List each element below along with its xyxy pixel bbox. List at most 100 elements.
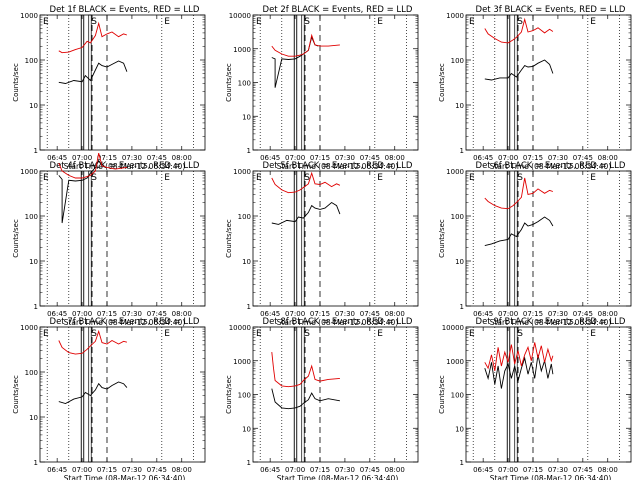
x-tick-label: 07:45	[573, 310, 593, 318]
marker-label: E	[164, 173, 170, 183]
lld-series-line	[484, 177, 554, 210]
x-tick-label: 07:45	[147, 154, 167, 162]
x-tick-label: 07:30	[122, 310, 142, 318]
x-tick-label: 08:00	[385, 154, 405, 162]
y-tick-label: 1	[247, 459, 251, 467]
marker-label: E	[377, 329, 383, 339]
y-tick-label: 100	[451, 57, 464, 65]
y-axis-label: Counts/sec	[225, 63, 233, 102]
lld-series-line	[484, 342, 554, 371]
plot-frame	[252, 14, 419, 151]
y-tick-label: 1	[247, 147, 251, 155]
x-tick-label: 07:15	[523, 466, 543, 474]
x-tick-label: 07:45	[147, 310, 167, 318]
marker-label: E	[256, 17, 262, 27]
y-axis-label: Counts/sec	[225, 219, 233, 258]
x-tick-label: 07:30	[548, 466, 568, 474]
marker-label: E	[590, 329, 596, 339]
lld-series-line	[484, 17, 554, 44]
marker-label: E	[256, 173, 262, 183]
events-series-line	[271, 35, 319, 88]
marker-label: S	[517, 17, 523, 27]
x-tick-label: 07:30	[122, 466, 142, 474]
x-tick-label: 08:00	[598, 154, 618, 162]
x-tick-label: 07:15	[310, 154, 330, 162]
panel-title: Det 3f BLACK = Events, RED = LLD	[476, 5, 626, 15]
lld-series-line	[271, 33, 340, 57]
x-tick-label: 07:45	[360, 154, 380, 162]
y-tick-label: 10	[455, 102, 464, 110]
x-tick-label: 07:00	[285, 310, 305, 318]
panel-title: Det 9f BLACK = Events, RED = LLD	[476, 317, 626, 327]
x-tick-label: 07:45	[360, 466, 380, 474]
y-tick-label: 1000	[233, 46, 251, 54]
y-axis-label: Counts/sec	[12, 219, 20, 258]
marker-label: E	[377, 17, 383, 27]
y-tick-label: 100	[25, 213, 38, 221]
marker-label: S	[304, 17, 310, 27]
y-tick-label: 10	[242, 113, 251, 121]
y-tick-label: 10000	[229, 324, 251, 332]
x-tick-label: 08:00	[385, 466, 405, 474]
events-series-line	[484, 216, 554, 247]
x-tick-label: 07:00	[72, 154, 92, 162]
x-axis-label: Start Time (08-Mar-12 06:34:40)	[64, 162, 186, 171]
x-tick-label: 07:30	[335, 310, 355, 318]
lld-series-line	[58, 152, 127, 179]
x-tick-label: 06:45	[473, 154, 493, 162]
flare-interval-box	[514, 170, 518, 307]
x-tick-label: 07:00	[285, 466, 305, 474]
x-tick-label: 08:00	[172, 310, 192, 318]
x-tick-label: 07:30	[548, 310, 568, 318]
x-tick-label: 06:45	[260, 154, 280, 162]
x-tick-label: 06:45	[473, 466, 493, 474]
x-tick-label: 08:00	[172, 154, 192, 162]
x-tick-label: 07:30	[335, 154, 355, 162]
x-axis-label: Start Time (08-Mar-12 06:34:40)	[490, 318, 612, 327]
lld-series-line	[58, 21, 128, 54]
panel-det-6f: Det 6f BLACK = Events, RED = LLD 1 10 100 10…	[438, 161, 632, 327]
flare-interval-box	[514, 326, 518, 463]
marker-label: E	[590, 173, 596, 183]
marker-label: S	[91, 329, 97, 339]
y-tick-label: 1	[247, 303, 251, 311]
marker-label: E	[43, 17, 49, 27]
marker-label: S	[517, 173, 523, 183]
events-series-line	[484, 354, 554, 389]
marker-label: E	[43, 329, 49, 339]
y-tick-label: 1000	[446, 168, 464, 176]
x-tick-label: 08:00	[598, 466, 618, 474]
marker-label: E	[43, 173, 49, 183]
y-tick-label: 10	[455, 425, 464, 433]
marker-label: E	[469, 329, 475, 339]
y-axis-label: Counts/sec	[225, 375, 233, 414]
panel-title: Det 6f BLACK = Events, RED = LLD	[476, 161, 626, 171]
y-tick-label: 100	[238, 80, 251, 88]
x-tick-label: 06:45	[47, 310, 67, 318]
flare-interval-box	[88, 170, 92, 307]
marker-label: E	[256, 329, 262, 339]
x-tick-label: 07:00	[72, 466, 92, 474]
x-tick-label: 07:30	[122, 154, 142, 162]
x-tick-label: 07:15	[310, 310, 330, 318]
x-tick-label: 08:00	[385, 310, 405, 318]
y-tick-label: 100	[25, 57, 38, 65]
y-tick-label: 1000	[233, 168, 251, 176]
x-tick-label: 07:30	[335, 466, 355, 474]
x-tick-label: 07:30	[548, 154, 568, 162]
events-series-line	[484, 59, 554, 81]
y-tick-label: 1	[34, 459, 38, 467]
y-axis-label: Counts/sec	[438, 375, 446, 414]
y-tick-label: 100	[451, 392, 464, 400]
y-tick-label: 10	[29, 102, 38, 110]
x-tick-label: 07:45	[573, 154, 593, 162]
y-tick-label: 1000	[233, 358, 251, 366]
plot-frame	[39, 14, 206, 151]
x-tick-label: 07:00	[498, 154, 518, 162]
lld-series-line	[271, 352, 340, 388]
x-tick-label: 07:15	[523, 154, 543, 162]
events-series-line	[58, 381, 128, 404]
marker-label: E	[164, 329, 170, 339]
plot-frame	[465, 326, 632, 463]
